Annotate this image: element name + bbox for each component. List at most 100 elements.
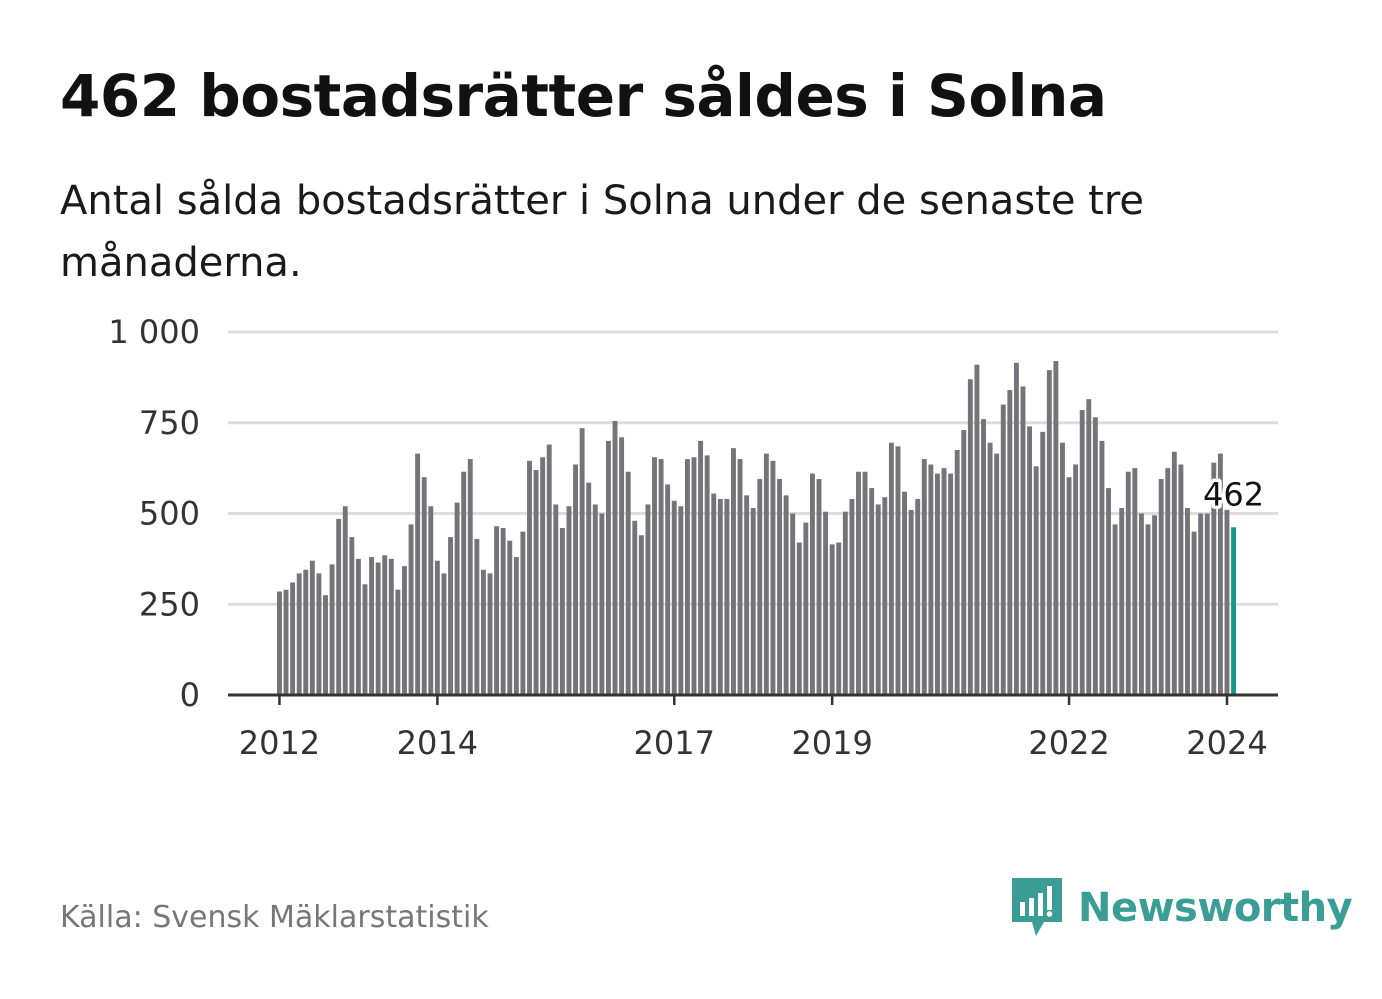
bar bbox=[1112, 524, 1118, 695]
bar bbox=[1119, 508, 1125, 695]
bar bbox=[724, 498, 730, 695]
bar bbox=[882, 497, 888, 695]
x-tick-label: 2019 bbox=[791, 724, 872, 762]
y-axis-ticks: 0 250 500 750 1 000 bbox=[108, 313, 200, 714]
bar bbox=[520, 531, 526, 695]
bar bbox=[480, 569, 486, 695]
bar bbox=[369, 557, 375, 695]
bar bbox=[836, 542, 842, 695]
x-axis-ticks: 2012 2014 2017 2019 2022 2024 bbox=[239, 695, 1268, 762]
bar bbox=[1079, 410, 1085, 695]
bar bbox=[1040, 431, 1046, 695]
bar bbox=[671, 500, 677, 695]
source-note: Källa: Svensk Mäklarstatistik bbox=[60, 900, 489, 935]
bar bbox=[402, 566, 407, 695]
bar bbox=[678, 506, 684, 695]
bar bbox=[895, 446, 901, 695]
bar bbox=[428, 506, 434, 695]
x-tick-label: 2012 bbox=[239, 724, 320, 762]
bar bbox=[1099, 440, 1105, 695]
bar bbox=[829, 544, 835, 695]
bar bbox=[711, 493, 717, 695]
bar bbox=[1132, 468, 1138, 695]
bar bbox=[665, 484, 671, 695]
bar bbox=[1046, 370, 1052, 695]
bar bbox=[441, 573, 447, 695]
bar bbox=[783, 495, 789, 695]
bar bbox=[355, 558, 361, 695]
bar bbox=[467, 459, 473, 695]
bar bbox=[862, 471, 868, 695]
bar bbox=[856, 471, 861, 695]
bar bbox=[875, 504, 881, 695]
x-tick-label: 2022 bbox=[1028, 724, 1109, 762]
bar bbox=[1033, 466, 1039, 695]
bar bbox=[592, 504, 598, 695]
bar bbox=[658, 459, 664, 695]
bar bbox=[559, 528, 565, 695]
bar bbox=[987, 442, 993, 695]
bar bbox=[921, 459, 927, 695]
bar bbox=[777, 479, 782, 695]
bar bbox=[362, 584, 368, 695]
bar bbox=[1152, 515, 1158, 695]
bar bbox=[849, 498, 855, 695]
y-tick-label: 0 bbox=[180, 676, 200, 714]
bar bbox=[309, 560, 315, 695]
bar bbox=[750, 508, 756, 695]
bar bbox=[928, 464, 934, 695]
bar bbox=[408, 524, 414, 695]
bar bbox=[283, 589, 289, 695]
bar bbox=[974, 364, 980, 695]
bar bbox=[277, 591, 282, 695]
bar bbox=[888, 442, 894, 695]
bar bbox=[823, 511, 829, 695]
bar bbox=[625, 471, 631, 695]
bar bbox=[731, 448, 736, 695]
bar bbox=[349, 537, 355, 695]
bar bbox=[816, 479, 822, 695]
bar bbox=[691, 457, 697, 695]
bar bbox=[652, 457, 657, 695]
bar bbox=[1145, 524, 1151, 695]
bar bbox=[869, 488, 875, 695]
bar bbox=[948, 473, 954, 695]
newsworthy-logo-icon bbox=[1012, 878, 1062, 936]
bar bbox=[388, 558, 394, 695]
bar bbox=[1086, 399, 1092, 695]
bar bbox=[527, 460, 532, 695]
bar bbox=[461, 471, 467, 695]
bar bbox=[1198, 513, 1204, 695]
brand-logo: Newsworthy bbox=[1010, 878, 1353, 938]
bar bbox=[790, 513, 796, 695]
bar bbox=[967, 379, 973, 695]
bar bbox=[1007, 390, 1013, 695]
bar bbox=[1158, 479, 1164, 695]
bar bbox=[612, 420, 618, 695]
bar bbox=[717, 498, 723, 695]
bar bbox=[375, 562, 381, 695]
bar bbox=[1204, 513, 1210, 695]
bar bbox=[500, 528, 506, 695]
bar bbox=[1000, 404, 1006, 695]
bar bbox=[1020, 386, 1026, 695]
x-tick-label: 2014 bbox=[397, 724, 478, 762]
bar bbox=[1053, 361, 1059, 695]
bar bbox=[448, 537, 453, 695]
bar bbox=[1073, 464, 1079, 695]
bar bbox=[421, 477, 427, 695]
bar bbox=[606, 440, 611, 695]
x-tick-label: 2024 bbox=[1186, 724, 1267, 762]
bar bbox=[961, 430, 967, 695]
bar bbox=[487, 573, 493, 695]
bar bbox=[744, 495, 750, 695]
bars bbox=[277, 361, 1236, 695]
bar bbox=[566, 506, 572, 695]
bar bbox=[915, 498, 921, 695]
bar bbox=[704, 455, 710, 695]
bar bbox=[1138, 513, 1144, 695]
bar bbox=[553, 504, 559, 695]
bar bbox=[770, 460, 776, 695]
bar bbox=[1066, 477, 1072, 695]
